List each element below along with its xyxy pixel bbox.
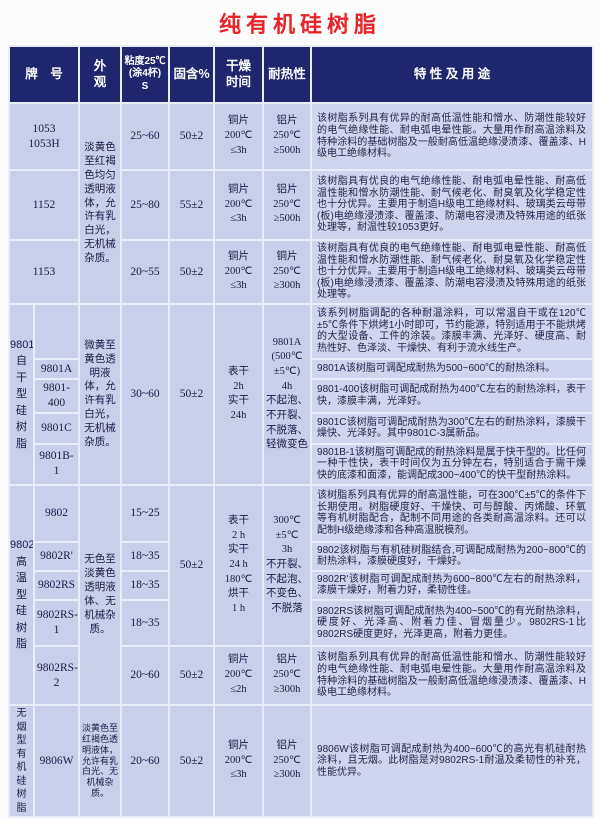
cell-features: 该系列树脂调配的各种耐温涂料，可以常温自干或在120℃±5℃条件下烘烤1小时即可… [310,302,595,360]
table-row: 1153 20~55 50±2 铜片 200℃ ≤3h 铜片 250℃ ≥300… [7,239,595,305]
table-row: 9802R' 18~35 9802该树脂与有机硅树脂结合,可调配成耐热为200~… [9,540,595,572]
cell-heat-resistance: 9801A (500℃ ±5℃) 4h 不起泡、 不开裂、 不脱落、 轻微变色 [262,302,313,486]
header-viscosity: 粘度25℃ (涂4杯) S [120,45,171,104]
cell-dry-time: 铜片 200℃ ≤3h [213,169,265,241]
cell-dry-time: 铜片 200℃ ≤3h [213,704,265,818]
cell-heat-resistance: 铝片 250℃ ≥300h [262,704,313,818]
header-appearance: 外 观 [78,45,123,104]
cell-viscosity: 18~35 [120,569,171,602]
cell-features: 9801C该树脂可调配成耐热为300℃左右的耐热涂料，漆膜干燥快、光泽好。其中9… [310,411,595,445]
table-row: 9801C 9801C该树脂可调配成耐热为300℃左右的耐热涂料，漆膜干燥快、光… [9,411,595,445]
cell-viscosity: 18~35 [120,540,171,572]
table-row: 9802 高 温 型 硅 树 脂 9802 无色至淡黄色透明液体、无机械杂质。 … [8,483,595,707]
table-row: 9802RS-1 18~35 9802RS该树脂可调配成耐热为400~500℃的… [9,599,595,647]
table-row: 1053 1053H 淡黄色至红褐色均匀透明液体，允许有乳白光，无机械杂质。 2… [7,102,595,305]
cell-heat-resistance: 铝片 250℃ ≥300h [262,645,313,706]
header-dry-time: 干燥 时间 [213,45,265,104]
cell-brand: 9801C [32,411,81,445]
cell-features: 9802R'该树脂可调配成耐热为600~800℃左右的耐热涂料，漆膜干燥好，附着… [310,569,595,602]
table-row: 9801B-1 9801B-1该树脂可调配成的耐热涂料是属于快干型的。比任何一种… [9,442,595,486]
table-row: 9801 自 干 型 硅 树 脂 微黄至黄色透明液体，允许有乳白光，无机械杂质。… [8,302,595,486]
cell-brand: 1152 [7,169,81,241]
cell-viscosity: 25~60 [120,102,171,171]
cell-solid-content: 50±2 [168,704,216,818]
cell-viscosity: 30~60 [120,302,171,486]
cell-dry-time: 表干 2h 实干 24h [213,302,265,486]
table-row: 9802RS-2 20~60 50±2 铜片 200℃ ≤2h 铝片 250℃ … [9,645,595,706]
cell-brand: 9806W [32,704,81,818]
cell-heat-resistance: 铝片 250℃ ≥500h [262,169,313,241]
cell-brand [32,302,81,360]
table-row: 9801A 9801A该树脂可调配成耐热为500~600℃的耐热涂料。 [9,357,595,380]
cell-appearance: 淡黄色至红褐色均匀透明液体，允许有乳白光，无机械杂质。 [78,102,123,305]
cell-appearance: 淡黄色至红褐色透明液体，允许有乳白光、无机械杂质。 [78,704,123,818]
cell-features: 9801-400该树脂可调配成耐热为400℃左右的耐热涂料，表干快，漆膜丰满，光… [310,377,595,414]
cell-brand: 9801-400 [32,377,81,414]
cell-brand: 9802RS-1 [32,599,81,647]
group-label-9801: 9801 自 干 型 硅 树 脂 [8,302,35,486]
cell-appearance: 无色至淡黄色透明液体、无机械杂质。 [78,483,123,707]
resin-table: 牌 号 外 观 粘度25℃ (涂4杯) S 固含% 干燥 时间 耐热性 特 性 … [7,45,595,818]
cell-viscosity: 20~60 [120,704,171,818]
cell-features: 9801A该树脂可调配成耐热为500~600℃的耐热涂料。 [310,357,595,380]
cell-brand: 1053 1053H [7,102,81,171]
page-title: 纯有机硅树脂 [218,12,381,37]
cell-features: 该树脂系列具有优异的耐高低温性能和憎水、防潮性能较好的电气绝缘性能、耐电弧电晕性… [310,645,595,706]
cell-brand: 9802RS [32,569,81,602]
cell-viscosity: 20~60 [120,645,171,706]
table-row: 1152 25~80 55±2 铜片 200℃ ≤3h 铝片 250℃ ≥500… [7,169,595,241]
cell-brand: 9801B-1 [32,442,81,486]
cell-features: 该树脂系列具有优异的耐高低温性能和憎水、防潮性能较好的电气绝缘性能、耐电弧电晕性… [310,102,595,171]
cell-features: 9801B-1该树脂可调配成的耐热涂料是属于快干型的。比任何一种干性快，表干时间… [310,442,595,486]
group-label-smokeless: 无烟 型有 机硅 树脂 [8,704,35,818]
cell-solid-content: 50±2 [168,302,216,486]
cell-features: 该树脂系列具有优异的耐高温性能，可在300℃±5℃的条件下长期使用。树脂硬度好、… [310,483,595,543]
cell-features: 9802RS该树脂可调配成耐热为400~500℃的有光耐热涂料，硬度好、光泽高、… [310,599,595,647]
cell-features: 该树脂具有优良的电气绝缘性能、耐电弧电晕性能、耐高低温性能和憎水防潮性能、耐气候… [310,169,595,241]
cell-brand: 1153 [7,239,81,305]
header-brand: 牌 号 [7,45,81,104]
header-features: 特 性 及 用 途 [310,45,595,104]
cell-solid-content: 50±2 [168,102,216,171]
cell-dry-time: 铜片 200℃ ≤3h [213,239,265,305]
cell-viscosity: 20~55 [120,239,171,305]
cell-dry-time: 铜片 200℃ ≤2h [213,645,265,706]
cell-brand: 9801A [32,357,81,380]
cell-heat-resistance: 铝片 250℃ ≥500h [262,102,313,171]
cell-brand: 9802R' [32,540,81,572]
header-row: 牌 号 外 观 粘度25℃ (涂4杯) S 固含% 干燥 时间 耐热性 特 性 … [7,45,595,104]
table-row: 无烟 型有 机硅 树脂 9806W 淡黄色至红褐色透明液体，允许有乳白光、无机械… [8,704,595,818]
cell-features: 9806W该树脂可调配成耐热为400~600℃的高光有机硅耐热涂料，且无烟。此树… [310,704,595,818]
cell-solid-content: 50±2 [168,483,216,648]
group-label-9802: 9802 高 温 型 硅 树 脂 [8,483,35,707]
cell-viscosity: 25~80 [120,169,171,241]
cell-brand: 9802RS-2 [32,645,81,706]
header-heat-resistance: 耐热性 [262,45,313,104]
header-solid-content: 固含% [168,45,216,104]
table-row: 9802RS 18~35 9802R'该树脂可调配成耐热为600~800℃左右的… [9,569,595,602]
cell-viscosity: 15~25 [120,483,171,543]
cell-viscosity: 18~35 [120,599,171,647]
cell-features: 9802该树脂与有机硅树脂结合,可调配成耐热为200~800℃的耐热涂料，漆膜硬… [310,540,595,572]
cell-solid-content: 50±2 [168,645,216,706]
cell-dry-time: 铜片 200℃ ≤3h [213,102,265,171]
table-row: 9801-400 9801-400该树脂可调配成耐热为400℃左右的耐热涂料，表… [9,377,595,414]
cell-brand: 9802 [32,483,81,543]
cell-heat-resistance: 铜片 250℃ ≥300h [262,239,313,305]
cell-appearance: 微黄至黄色透明液体，允许有乳白光，无机械杂质。 [78,302,123,486]
cell-solid-content: 50±2 [168,239,216,305]
cell-dry-time: 表干 2 h 实干 24 h 180℃ 烘干 1 h [213,483,265,648]
cell-features: 该树脂具有优良的电气绝缘性能、耐电弧电晕性能、耐高低温性能和憎水防潮性能、耐气候… [310,239,595,305]
cell-solid-content: 55±2 [168,169,216,241]
cell-heat-resistance: 300℃ ±5℃ 3h 不开裂、 不起泡、 不变色、 不脱落 [262,483,313,648]
